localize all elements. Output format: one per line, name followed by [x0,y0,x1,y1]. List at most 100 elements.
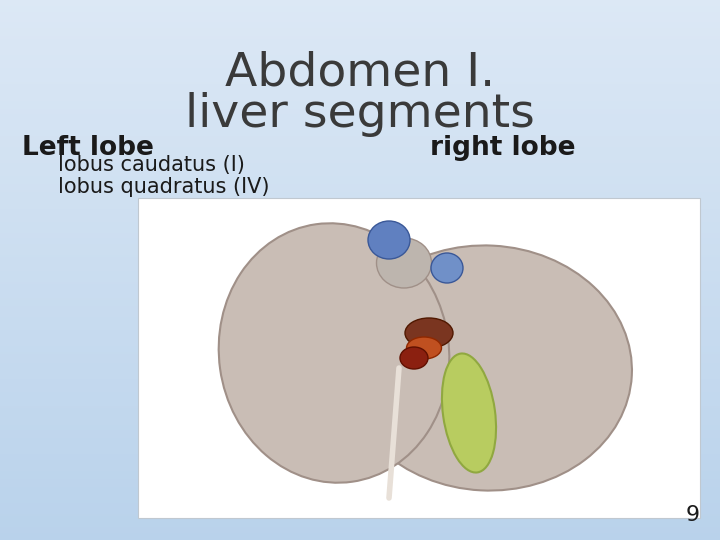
Bar [0,218,720,221]
Ellipse shape [342,246,632,490]
Bar [0,534,720,537]
Bar [0,158,720,162]
Bar [0,453,720,456]
Ellipse shape [377,238,431,288]
Text: Left lobe: Left lobe [22,135,154,161]
Bar [0,164,720,167]
Bar [0,139,720,143]
Bar [0,312,720,316]
Bar [0,474,720,478]
Bar [0,115,720,119]
Bar [0,444,720,448]
Bar [0,323,720,327]
Bar [0,374,720,378]
Bar [0,185,720,189]
Text: lobus caudatus (I): lobus caudatus (I) [58,155,245,175]
Bar [0,396,720,400]
Bar [0,212,720,216]
Bar [0,126,720,130]
Bar [0,536,720,540]
Bar [0,64,720,68]
Bar [0,39,720,43]
Bar [0,496,720,500]
Text: right lobe: right lobe [430,135,575,161]
Bar [0,458,720,462]
Bar [0,177,720,181]
Bar [0,210,720,213]
Bar [0,355,720,359]
Bar [0,228,720,232]
Bar [0,299,720,302]
Bar [0,528,720,532]
Bar [0,455,720,459]
Bar [0,2,720,5]
Bar [0,301,720,305]
Bar [0,512,720,516]
Bar [0,110,720,113]
Bar [0,183,720,186]
Bar [0,147,720,151]
Bar [0,399,720,402]
Bar [0,169,720,173]
Bar [0,12,720,16]
Bar [0,523,720,526]
Text: 9: 9 [686,505,700,525]
Bar [0,48,720,51]
Bar [0,88,720,92]
Bar [0,439,720,443]
Bar [0,223,720,227]
Bar [0,37,720,40]
Bar [0,315,720,319]
Bar [0,334,720,338]
Bar [0,118,720,122]
Bar [0,150,720,154]
Ellipse shape [400,347,428,369]
Bar [0,285,720,289]
Bar [0,166,720,170]
Bar [0,442,720,446]
Bar [0,447,720,451]
Bar [0,369,720,373]
Bar [0,245,720,248]
Bar [0,258,720,262]
Bar [0,220,720,224]
Bar [0,277,720,281]
Bar [0,517,720,521]
Bar [0,307,720,310]
Bar [0,320,720,324]
Bar [0,264,720,267]
Bar [0,366,720,370]
Bar [0,293,720,297]
Bar [0,123,720,127]
Bar [0,361,720,365]
Bar [0,193,720,197]
Bar [0,83,720,86]
Bar [0,242,720,246]
Bar [0,358,720,362]
Bar [0,280,720,284]
Bar [0,498,720,502]
Bar [0,18,720,22]
Bar [0,91,720,94]
Bar [0,266,720,270]
Bar [138,198,700,518]
Bar [0,161,720,165]
Bar [0,99,720,103]
Bar [0,409,720,413]
Bar [0,247,720,251]
Ellipse shape [405,318,453,348]
Bar [0,34,720,38]
Bar [0,53,720,57]
Bar [0,363,720,367]
Bar [0,102,720,105]
Bar [0,4,720,8]
Bar [0,471,720,475]
Bar [0,347,720,351]
Bar [0,215,720,219]
Bar [0,288,720,292]
Bar [0,129,720,132]
Bar [0,450,720,454]
Bar [0,188,720,192]
Bar [0,172,720,176]
Bar [0,504,720,508]
